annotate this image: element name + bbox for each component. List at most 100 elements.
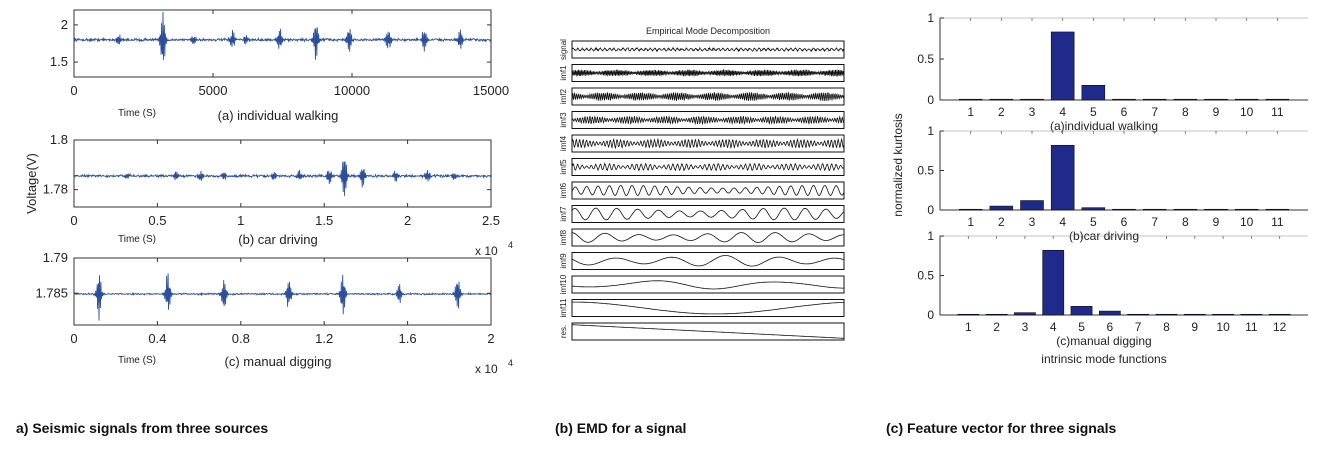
y-tick-label-kurt_walking-1: 0.5 <box>917 52 934 66</box>
x-tick-label-digging-3: 1.2 <box>315 331 333 346</box>
signal-line-car <box>74 161 491 196</box>
y-tick-label-digging-0: 1.785 <box>35 285 68 300</box>
bar-kurt_car-3 <box>1051 145 1074 210</box>
multiplier-exp-car: 4 <box>508 240 513 250</box>
x-tick-label-digging-1: 0.4 <box>148 331 166 346</box>
x-tick-label-kurt_walking-1: 2 <box>998 105 1005 119</box>
emd-trace-2 <box>572 92 844 101</box>
x-tick-label-kurt_walking-10: 11 <box>1271 105 1284 119</box>
x-axis-label-walking: Time (S) <box>118 108 156 119</box>
x-tick-label-kurt_digging-10: 11 <box>1245 320 1258 334</box>
bar-kurt_car-8 <box>1205 209 1228 210</box>
bar-kurt_digging-7 <box>1156 314 1177 315</box>
x-tick-label-kurt_walking-0: 1 <box>967 105 974 119</box>
bar-kurt_walking-8 <box>1205 99 1228 100</box>
bar-kurt_digging-4 <box>1071 306 1092 315</box>
y-tick-label-car-1: 1.8 <box>50 132 68 147</box>
y-tick-label-car-0: 1.78 <box>43 182 68 197</box>
bar-kurt_walking-2 <box>1021 99 1044 100</box>
plot-frame-car <box>74 140 491 207</box>
bar-kurt_walking-1 <box>990 99 1013 100</box>
emd-row-label-4: imf4 <box>559 135 568 151</box>
emd-trace-8 <box>572 233 844 243</box>
y-tick-label-kurt_digging-2: 1 <box>927 229 934 243</box>
y-axis-label-kurt_car: normalized kurtosis <box>891 113 905 216</box>
x-tick-label-kurt_walking-6: 7 <box>1151 105 1158 119</box>
bar-kurt_walking-3 <box>1051 32 1074 100</box>
caption-c: (c) Feature vector for three signals <box>886 420 1116 436</box>
emd-row-label-8: imf8 <box>559 229 568 245</box>
y-tick-label-kurt_walking-0: 0 <box>927 93 934 107</box>
emd-trace-1 <box>572 69 844 76</box>
signal-line-digging <box>74 273 491 320</box>
x-tick-label-kurt_car-5: 6 <box>1121 215 1128 229</box>
subtitle-digging: (c) manual digging <box>225 354 332 369</box>
x-tick-label-walking-0: 0 <box>70 83 77 98</box>
x-tick-label-kurt_car-1: 2 <box>998 215 1005 229</box>
x-tick-label-digging-2: 0.8 <box>232 331 250 346</box>
x-axis-label-digging: Time (S) <box>118 355 156 366</box>
y-axis-label-car: Voltage(V) <box>24 153 39 214</box>
x-tick-label-kurt_car-6: 7 <box>1151 215 1158 229</box>
emd-title: Empirical Mode Decomposition <box>646 26 770 36</box>
emd-row-label-7: imf7 <box>559 206 568 222</box>
bar-kurt_digging-9 <box>1212 314 1233 315</box>
x-tick-label-kurt_digging-5: 6 <box>1107 320 1114 334</box>
emd-trace-11 <box>572 302 844 314</box>
x-tick-label-walking-1: 5000 <box>199 83 228 98</box>
emd-trace-3 <box>572 116 844 124</box>
bar-kurt_digging-5 <box>1099 311 1120 315</box>
emd-row-label-0: signal <box>559 39 568 60</box>
bar-kurt_digging-8 <box>1184 314 1205 315</box>
bar-kurt_car-6 <box>1143 209 1166 210</box>
bar-kurt_digging-10 <box>1241 314 1262 315</box>
bar-kurt_car-2 <box>1021 201 1044 210</box>
x-tick-label-kurt_walking-5: 6 <box>1121 105 1128 119</box>
bar-kurt_walking-0 <box>959 99 982 100</box>
x-tick-label-car-0: 0 <box>70 213 77 228</box>
bar-kurt_walking-4 <box>1082 85 1105 100</box>
x-tick-label-kurt_car-7: 8 <box>1182 215 1189 229</box>
bar-kurt_walking-6 <box>1143 99 1166 100</box>
bar-kurt_walking-9 <box>1235 99 1258 100</box>
x-tick-label-kurt_digging-4: 5 <box>1078 320 1085 334</box>
y-tick-label-digging-1: 1.79 <box>43 250 68 265</box>
emd-row-frame-7 <box>572 206 844 223</box>
bar-kurt_walking-7 <box>1174 99 1197 100</box>
emd-trace-7 <box>572 208 844 220</box>
bar-kurt_car-5 <box>1113 209 1136 210</box>
emd-trace-9 <box>572 256 844 267</box>
y-tick-label-walking-1: 2 <box>61 17 68 32</box>
x-tick-label-kurt_car-3: 4 <box>1059 215 1066 229</box>
emd-row-label-2: imf2 <box>559 88 568 104</box>
x-tick-label-kurt_car-0: 1 <box>967 215 974 229</box>
x-tick-label-car-4: 2 <box>404 213 411 228</box>
x-tick-label-digging-0: 0 <box>70 331 77 346</box>
x-tick-label-walking-3: 15000 <box>473 83 509 98</box>
x-tick-label-kurt_walking-4: 5 <box>1090 105 1097 119</box>
x-tick-label-kurt_digging-9: 10 <box>1216 320 1230 334</box>
bar-kurt_digging-2 <box>1014 313 1035 315</box>
y-tick-label-walking-0: 1.5 <box>50 54 68 69</box>
emd-row-label-5: imf5 <box>559 159 568 175</box>
plot-frame-digging <box>74 258 491 325</box>
bar-kurt_car-7 <box>1174 209 1197 210</box>
emd-trace-0 <box>572 48 844 52</box>
emd-trace-5 <box>572 164 844 171</box>
x-tick-label-digging-5: 2 <box>487 331 494 346</box>
subtitle-kurt_digging: (c)manual digging <box>1056 334 1151 348</box>
bar-kurt_car-4 <box>1082 208 1105 210</box>
emd-trace-10 <box>572 281 844 289</box>
emd-row-label-12: res. <box>559 325 568 338</box>
bar-kurt_walking-5 <box>1113 99 1136 100</box>
x-tick-label-car-2: 1 <box>237 213 244 228</box>
x-tick-label-kurt_car-8: 9 <box>1213 215 1220 229</box>
y-tick-label-kurt_car-0: 0 <box>927 203 934 217</box>
x-tick-label-kurt_walking-9: 10 <box>1240 105 1254 119</box>
x-tick-label-kurt_car-4: 5 <box>1090 215 1097 229</box>
bar-kurt_car-1 <box>990 206 1013 210</box>
x-tick-label-kurt_digging-7: 8 <box>1163 320 1170 334</box>
x-tick-label-kurt_car-9: 10 <box>1240 215 1254 229</box>
y-tick-label-kurt_digging-0: 0 <box>927 308 934 322</box>
